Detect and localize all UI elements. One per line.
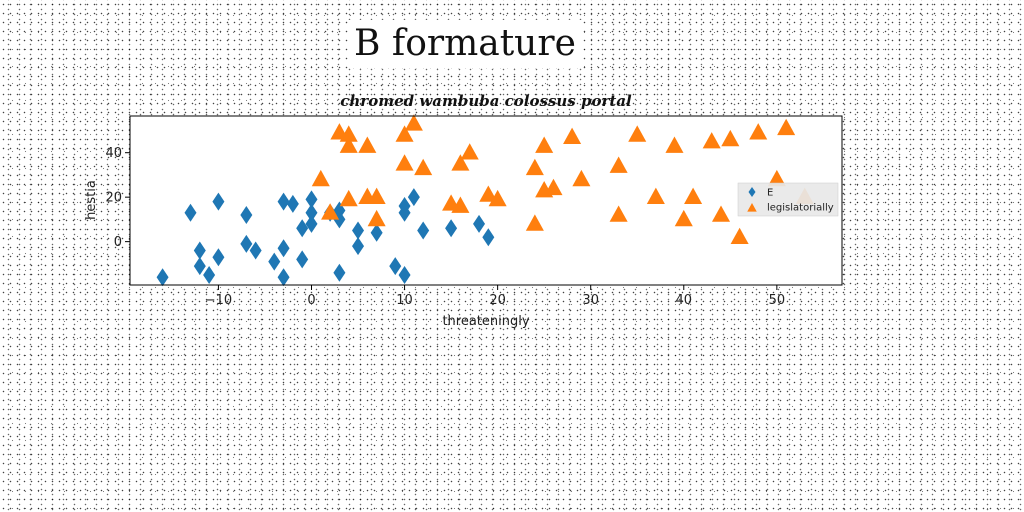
y-axis-label: hestia: [84, 180, 99, 220]
point-e-1: [184, 203, 197, 222]
point-legislatorially-9: [367, 209, 386, 227]
point-legislatorially-24: [544, 178, 563, 196]
point-e-6: [212, 192, 225, 211]
point-legislatorially-34: [702, 132, 721, 149]
point-e-10: [268, 252, 281, 271]
point-e-4: [203, 265, 216, 284]
point-legislatorially-22: [535, 136, 554, 153]
point-e-11: [277, 239, 290, 258]
legend-marker-1: [747, 203, 757, 212]
point-e-25: [352, 237, 365, 256]
point-legislatorially-4: [339, 136, 358, 153]
x-axis-label: threateningly: [442, 314, 529, 329]
point-e-32: [417, 221, 430, 240]
x-tick-label: −10: [205, 293, 232, 308]
legend-marker-0: [748, 187, 756, 197]
point-legislatorially-29: [628, 125, 647, 142]
point-legislatorially-35: [711, 205, 731, 222]
point-legislatorially-31: [665, 136, 684, 153]
point-e-2: [193, 241, 206, 260]
point-legislatorially-33: [684, 187, 703, 205]
point-e-19: [305, 190, 318, 209]
x-tick-label: 30: [582, 293, 599, 308]
point-legislatorially-39: [767, 169, 786, 187]
point-legislatorially-11: [395, 154, 414, 171]
point-legislatorially-19: [488, 189, 507, 207]
point-e-31: [407, 188, 420, 207]
point-legislatorially-7: [358, 136, 377, 153]
point-e-33: [445, 219, 458, 238]
point-legislatorially-15: [451, 196, 470, 213]
point-e-23: [333, 263, 346, 282]
point-e-18: [305, 203, 318, 222]
point-legislatorially-5: [339, 189, 358, 207]
point-e-30: [398, 197, 411, 216]
point-e-5: [212, 248, 225, 267]
point-e-24: [352, 221, 365, 240]
x-tick-label: 10: [396, 293, 413, 308]
point-e-17: [305, 214, 318, 233]
point-legislatorially-21: [525, 214, 544, 231]
point-legislatorially-36: [721, 129, 740, 147]
point-e-12: [277, 268, 290, 287]
y-axis-ticks: 0 20 40: [105, 146, 130, 250]
y-tick-label: 40: [105, 146, 122, 161]
x-tick-label: 40: [676, 293, 693, 308]
point-legislatorially-25: [563, 127, 582, 144]
point-e-8: [240, 234, 253, 253]
point-e-35: [482, 228, 495, 247]
x-tick-label: 20: [489, 293, 506, 308]
point-e-16: [296, 219, 309, 238]
point-e-7: [240, 205, 253, 224]
point-e-27: [389, 257, 402, 276]
data-points: [156, 114, 814, 287]
point-legislatorially-28: [609, 205, 628, 222]
legend-label-0: E: [767, 188, 773, 199]
chart-title: chromed wambuba colossus portal: [340, 92, 632, 110]
point-legislatorially-13: [414, 158, 433, 176]
point-legislatorially-37: [730, 227, 749, 245]
x-axis-ticks: −10 0 10 20 30 40 50: [205, 285, 785, 308]
point-e-13: [277, 192, 290, 211]
x-tick-label: 0: [307, 293, 315, 308]
point-e-0: [156, 268, 169, 287]
point-legislatorially-10: [395, 125, 414, 142]
point-legislatorially-26: [572, 169, 591, 187]
legend-label-1: legislatorially: [767, 203, 834, 214]
point-legislatorially-3: [339, 125, 358, 142]
point-legislatorially-0: [311, 169, 330, 187]
x-tick-label: 50: [769, 293, 786, 308]
point-legislatorially-17: [460, 143, 479, 160]
point-legislatorially-38: [749, 123, 768, 140]
point-legislatorially-16: [451, 154, 470, 171]
point-legislatorially-1: [321, 203, 340, 220]
y-tick-label: 20: [105, 191, 122, 206]
point-legislatorially-12: [404, 114, 423, 131]
point-e-28: [398, 265, 411, 284]
point-e-26: [370, 223, 383, 242]
point-e-14: [286, 194, 299, 213]
point-legislatorially-32: [674, 209, 693, 227]
point-legislatorially-30: [646, 187, 665, 205]
point-e-15: [296, 250, 309, 269]
point-legislatorially-40: [777, 118, 796, 136]
point-e-34: [473, 214, 486, 233]
point-e-3: [193, 257, 206, 276]
plot-frame: [129, 115, 843, 286]
point-legislatorially-27: [609, 156, 628, 173]
point-legislatorially-8: [367, 187, 386, 205]
point-legislatorially-18: [479, 185, 498, 202]
point-e-9: [249, 241, 262, 260]
y-tick-label: 0: [114, 235, 122, 250]
page-title: B formature: [348, 20, 582, 68]
point-legislatorially-20: [525, 158, 544, 176]
